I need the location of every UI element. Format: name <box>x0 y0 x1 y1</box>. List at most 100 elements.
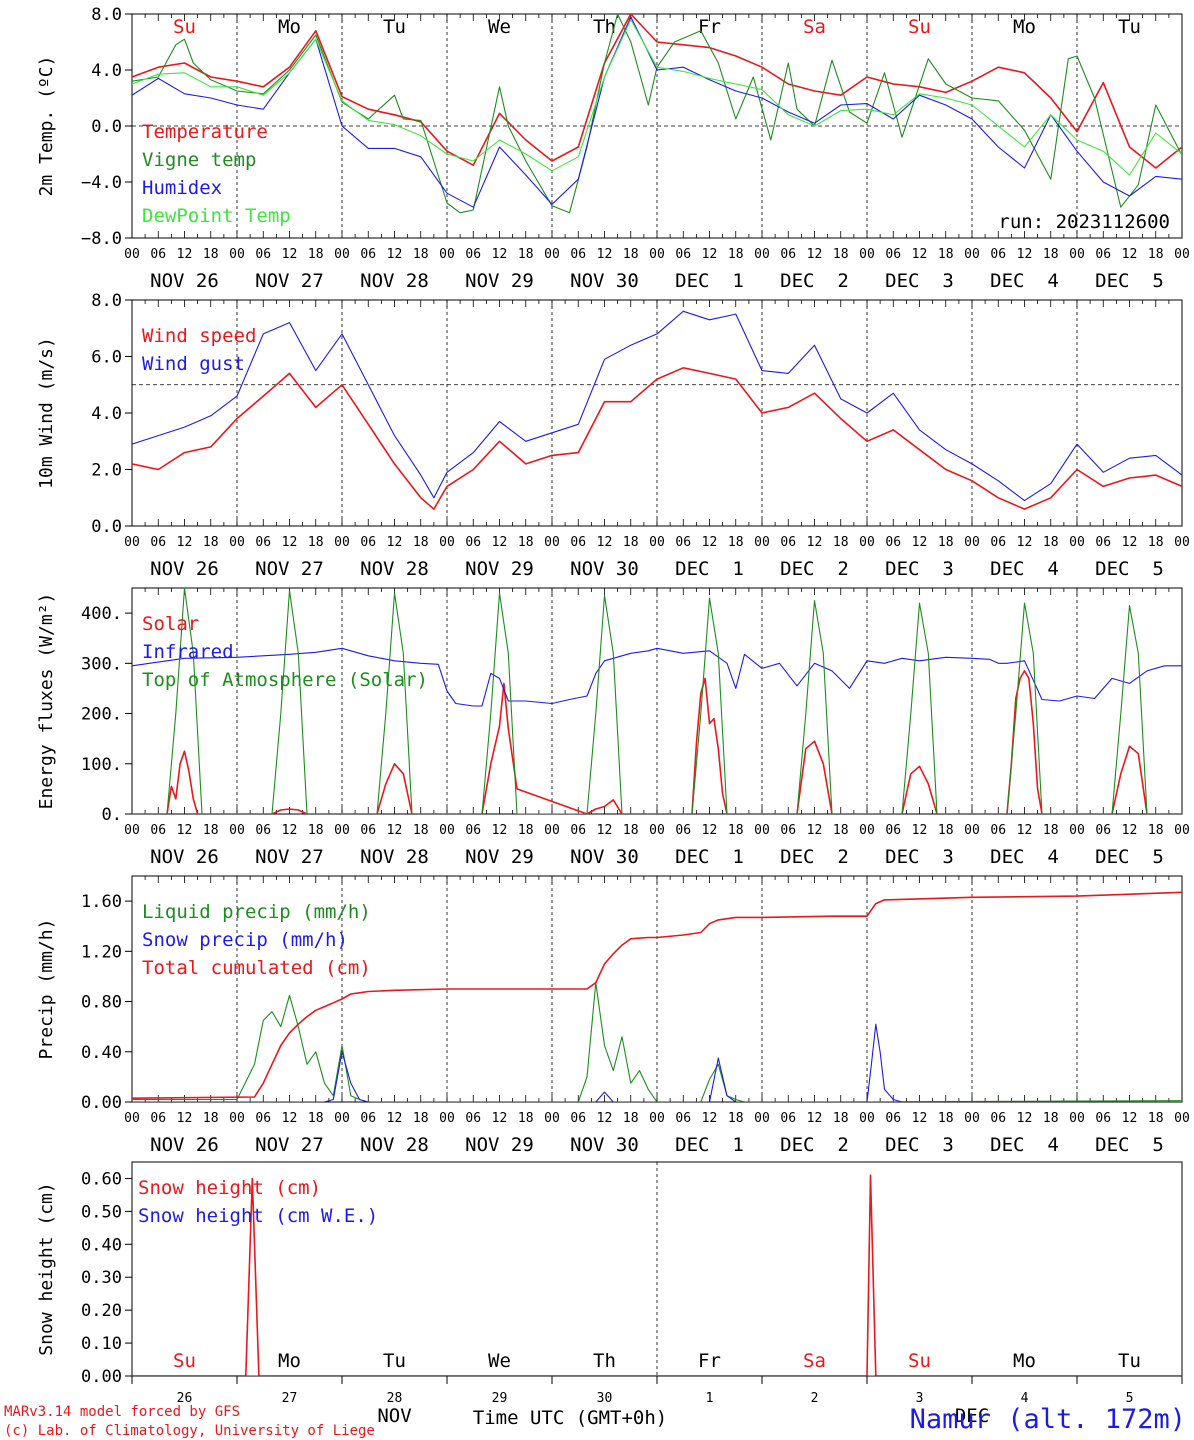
hour-label: 00 <box>1174 247 1190 262</box>
hour-label: 12 <box>282 823 298 838</box>
hour-label: 12 <box>282 535 298 550</box>
hour-label: 12 <box>492 1111 508 1126</box>
hour-label: 18 <box>1043 247 1059 262</box>
date-label: DEC 2 <box>780 270 849 292</box>
weekday-label: Mo <box>278 1350 301 1372</box>
series-line-total-cumulated-cm- <box>132 891 1182 1099</box>
hour-label: 00 <box>124 247 140 262</box>
date-label: DEC 2 <box>780 558 849 580</box>
hour-label: 00 <box>544 823 560 838</box>
hour-label: 12 <box>807 1111 823 1126</box>
hour-label: 00 <box>1069 1111 1085 1126</box>
date-label: NOV 26 <box>150 1134 219 1156</box>
panel-wind: 0.0 2.0 4.0 6.0 8.0 10m Wind (m/s) 00 06 12 18 00 0… <box>36 291 1190 580</box>
y-tick-label: −4.0 <box>81 173 122 193</box>
hour-label: 12 <box>702 823 718 838</box>
y-tick-label: 4.0 <box>91 61 122 81</box>
hour-label: 00 <box>649 247 665 262</box>
hour-label: 12 <box>282 1111 298 1126</box>
hour-label: 12 <box>597 535 613 550</box>
legend-vigne-temp: Vigne temp <box>142 149 256 171</box>
date-label: NOV 30 <box>570 1134 639 1156</box>
hour-label: 06 <box>780 535 796 550</box>
hour-label: 00 <box>859 823 875 838</box>
weekday-label: Su <box>908 16 931 38</box>
date-label: NOV 29 <box>465 1134 534 1156</box>
hour-label: 18 <box>518 1111 534 1126</box>
date-label: DEC 1 <box>675 846 744 868</box>
date-label: NOV 28 <box>360 558 429 580</box>
hour-label: 06 <box>675 247 691 262</box>
hour-label: 06 <box>885 247 901 262</box>
weekday-label: Mo <box>1013 1350 1036 1372</box>
hour-label: 00 <box>1174 1111 1190 1126</box>
y-tick-label: 400. <box>81 604 122 624</box>
date-label: NOV 26 <box>150 846 219 868</box>
date-label: NOV 30 <box>570 846 639 868</box>
hour-label: 12 <box>282 247 298 262</box>
hour-label: 06 <box>885 1111 901 1126</box>
hour-label: 18 <box>308 247 324 262</box>
y-tick-label: 0.0 <box>91 117 122 137</box>
hour-label: 00 <box>229 535 245 550</box>
y-axis-label: Precip (mm/h) <box>36 919 57 1060</box>
hour-label: 18 <box>1148 535 1164 550</box>
hour-label: 06 <box>465 823 481 838</box>
date-label: DEC 5 <box>1095 558 1164 580</box>
hour-label: 12 <box>702 1111 718 1126</box>
hour-label: 06 <box>1095 823 1111 838</box>
hour-label: 06 <box>255 823 271 838</box>
hour-label: 00 <box>964 247 980 262</box>
date-label: DEC 5 <box>1095 846 1164 868</box>
hour-label: 18 <box>1148 823 1164 838</box>
hour-label: 12 <box>387 535 403 550</box>
date-label: DEC 2 <box>780 846 849 868</box>
day-number: 2 <box>811 1391 819 1406</box>
legend-snow-precip-mm-h-: Snow precip (mm/h) <box>142 929 348 951</box>
hour-label: 06 <box>675 823 691 838</box>
legend-solar: Solar <box>142 613 199 635</box>
day-number: 4 <box>1021 1391 1029 1406</box>
y-axis-label: 10m Wind (m/s) <box>36 337 57 489</box>
hour-label: 00 <box>334 823 350 838</box>
hour-label: 12 <box>597 247 613 262</box>
date-label: NOV 29 <box>465 558 534 580</box>
date-label: DEC 5 <box>1095 270 1164 292</box>
hour-label: 06 <box>885 823 901 838</box>
hour-label: 00 <box>754 247 770 262</box>
hour-label: 06 <box>255 247 271 262</box>
y-tick-label: 8.0 <box>91 291 122 311</box>
station-label: Namur (alt. 172m) <box>910 1404 1186 1435</box>
legend-infrared: Infrared <box>142 641 234 663</box>
hour-label: 00 <box>754 823 770 838</box>
hour-label: 18 <box>728 535 744 550</box>
hour-label: 18 <box>938 247 954 262</box>
date-label: NOV 26 <box>150 270 219 292</box>
panel-precip: 0.00 0.40 0.80 1.20 1.60 Precip (mm/h) 00 06 12 1… <box>36 875 1190 1156</box>
hour-label: 18 <box>938 535 954 550</box>
hour-label: 00 <box>754 535 770 550</box>
hour-label: 12 <box>597 1111 613 1126</box>
hour-label: 00 <box>964 535 980 550</box>
hour-label: 12 <box>387 247 403 262</box>
weekday-label: Mo <box>1013 16 1036 38</box>
y-tick-label: 0.30 <box>81 1268 122 1288</box>
hour-label: 12 <box>1017 247 1033 262</box>
y-tick-label: 8.0 <box>91 5 122 25</box>
hour-label: 00 <box>229 823 245 838</box>
hour-label: 06 <box>1095 1111 1111 1126</box>
y-tick-label: 0.40 <box>81 1043 122 1063</box>
hour-label: 18 <box>1148 247 1164 262</box>
weekday-label: Th <box>593 1350 616 1372</box>
hour-label: 06 <box>360 247 376 262</box>
date-label: NOV 29 <box>465 270 534 292</box>
legend-temperature: Temperature <box>142 121 268 143</box>
legend-total-cumulated-cm-: Total cumulated (cm) <box>142 957 371 979</box>
hour-label: 12 <box>177 823 193 838</box>
y-tick-label: 0.00 <box>81 1093 122 1113</box>
legend-humidex: Humidex <box>142 177 222 199</box>
hour-label: 12 <box>492 535 508 550</box>
hour-label: 12 <box>492 823 508 838</box>
hour-label: 12 <box>1122 1111 1138 1126</box>
hour-label: 18 <box>938 823 954 838</box>
